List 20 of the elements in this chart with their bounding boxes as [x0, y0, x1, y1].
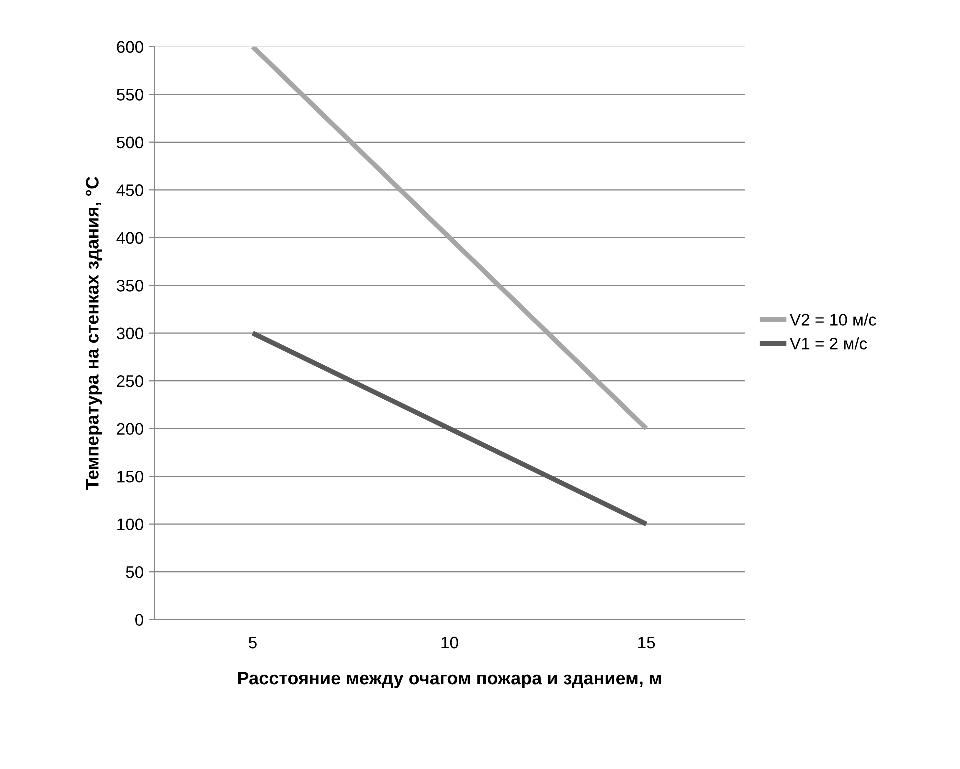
x-axis-title: Расстояние между очагом пожара и зданием, м	[238, 672, 662, 688]
y-tick-label: 350	[116, 280, 144, 292]
x-tick-label: 15	[638, 637, 656, 649]
y-tick-label: 100	[118, 518, 144, 531]
y-tick-label: 250	[117, 376, 144, 388]
x-tick-label: 5	[248, 637, 257, 649]
y-tick-label: 600	[117, 41, 144, 54]
y-tick-label: 500	[117, 136, 144, 149]
y-axis-title: Температура на стенках здания, °С	[86, 176, 102, 490]
y-tick-label: 150	[118, 470, 144, 483]
y-tick-label: 50	[126, 566, 144, 578]
y-tick-label: 0	[136, 614, 144, 626]
y-tick-label: 200	[117, 423, 144, 436]
y-tick-label: 300	[116, 328, 144, 340]
x-tick-label: 10	[442, 636, 458, 649]
y-tick-label: 550	[117, 89, 144, 101]
legend-label: V2 = 10 м/с	[790, 314, 876, 326]
legend-label: V1 = 2 м/с	[790, 338, 868, 350]
y-tick-label: 450	[116, 184, 144, 196]
y-tick-label: 400	[116, 232, 144, 244]
